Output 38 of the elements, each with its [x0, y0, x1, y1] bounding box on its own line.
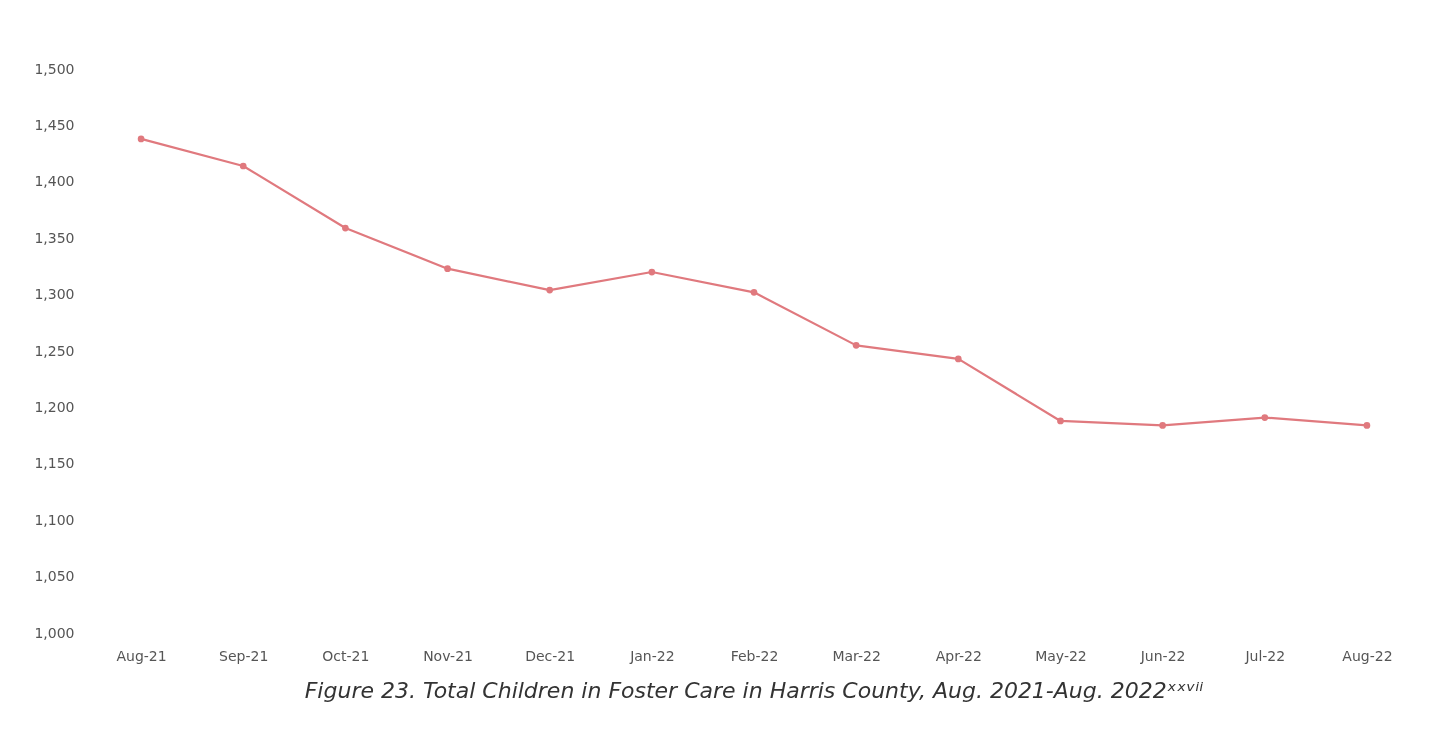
y-tick-label: 1,150	[34, 455, 75, 472]
point	[342, 224, 349, 232]
point	[546, 286, 554, 294]
x-tick-label: Mar-22	[832, 647, 881, 664]
text: Figure 23. Total Children in Foster Care in Harris County, Aug. 2021-Aug. 2022ˣˣᵛⁱⁱ	[304, 678, 1204, 703]
point	[1159, 422, 1166, 429]
x-tick-label: Nov-21	[423, 647, 473, 664]
point	[750, 289, 758, 296]
x-tick-label: Dec-21	[525, 647, 576, 664]
point	[648, 268, 656, 276]
point	[239, 162, 247, 170]
point	[852, 342, 860, 349]
point	[1057, 417, 1064, 425]
y-tick-label: 1,500	[34, 60, 75, 77]
y-tick-label: 1,000	[34, 624, 75, 641]
point	[1261, 414, 1269, 421]
x-tick-label: May-22	[1035, 647, 1087, 664]
y-tick-label: 1,050	[34, 568, 75, 585]
y-tick-label: 1,350	[34, 229, 75, 246]
x-tick-label: Jun-22	[1139, 647, 1186, 664]
x-tick-label: Aug-22	[1342, 647, 1393, 664]
y-tick-label: 1,450	[34, 116, 75, 133]
y-tick-label: 1,100	[34, 511, 75, 528]
x-tick-label: Oct-21	[322, 647, 370, 664]
x-tick-label: Sep-21	[219, 647, 269, 664]
x-tick-label: Jan-22	[629, 647, 675, 664]
y-tick-label: 1,200	[34, 398, 75, 415]
point	[954, 355, 962, 363]
point	[1363, 422, 1371, 429]
x-tick-label: Jul-22	[1244, 647, 1286, 664]
y-tick-label: 1,300	[34, 286, 75, 303]
point	[444, 265, 451, 272]
point	[137, 135, 145, 143]
x-tick-label: Feb-22	[730, 647, 779, 664]
x-tick-label: Aug-21	[116, 647, 167, 664]
y-tick-label: 1,400	[34, 173, 75, 190]
x-tick-label: Apr-22	[935, 647, 982, 664]
y-tick-label: 1,250	[34, 342, 75, 359]
